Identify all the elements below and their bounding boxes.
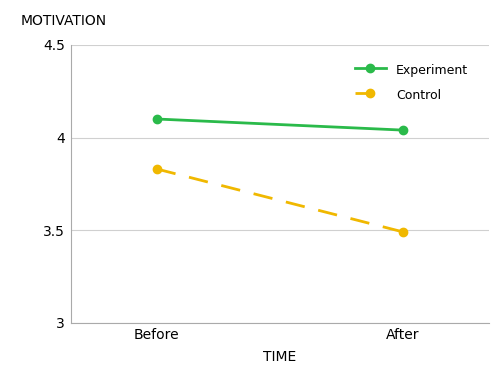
X-axis label: TIME: TIME: [263, 350, 296, 364]
Legend: Experiment, Control: Experiment, Control: [348, 57, 474, 108]
Text: MOTIVATION: MOTIVATION: [20, 14, 106, 28]
